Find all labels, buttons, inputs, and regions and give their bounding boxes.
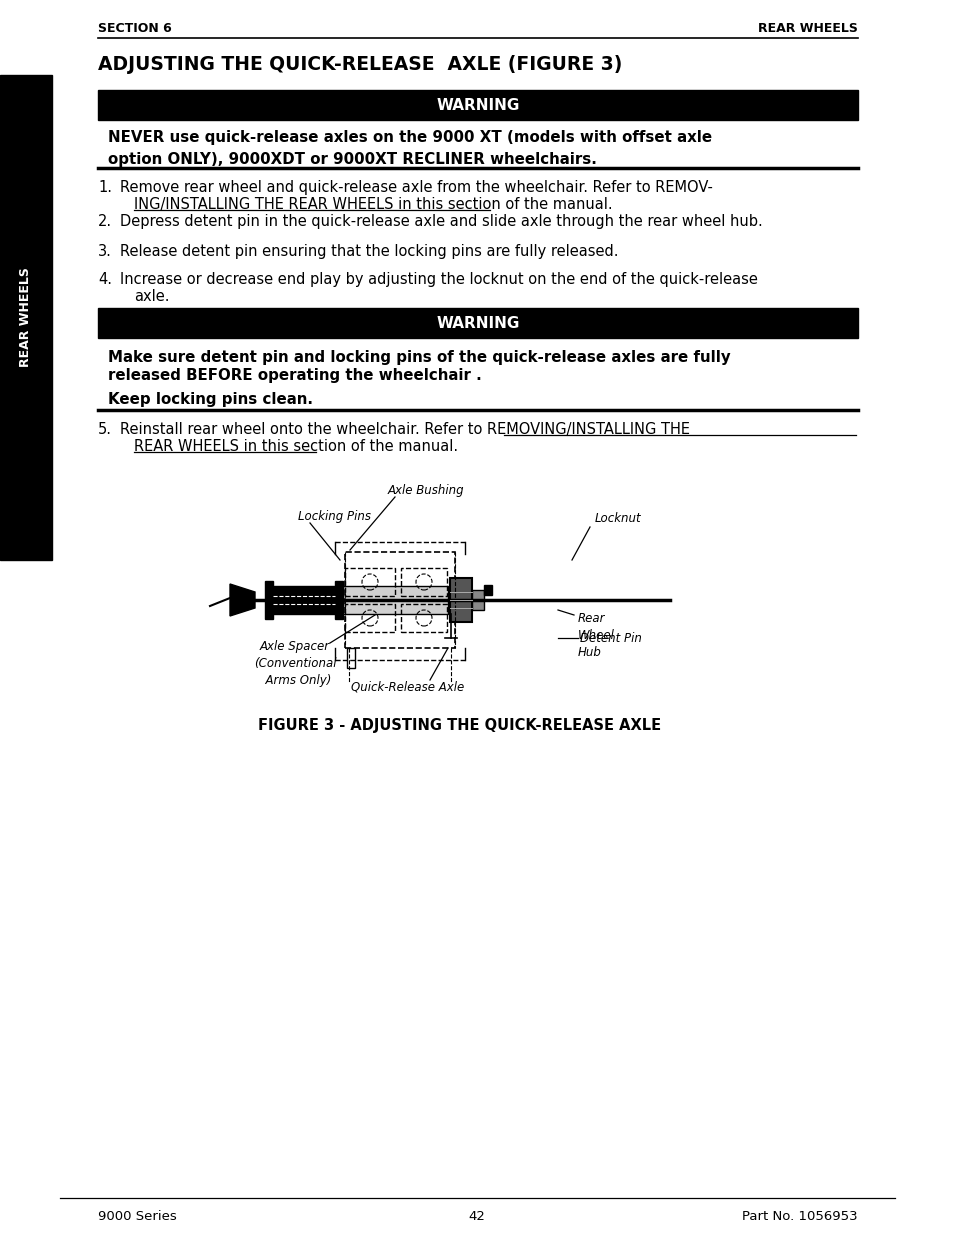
Text: Rear
Wheel
Hub: Rear Wheel Hub <box>578 613 615 659</box>
Text: ADJUSTING THE QUICK-RELEASE  AXLE (FIGURE 3): ADJUSTING THE QUICK-RELEASE AXLE (FIGURE… <box>98 56 621 74</box>
Text: Axle Spacer
(Conventional
  Arms Only): Axle Spacer (Conventional Arms Only) <box>253 640 335 687</box>
Bar <box>400 568 447 597</box>
Text: 42: 42 <box>468 1210 485 1223</box>
Text: Part No. 1056953: Part No. 1056953 <box>741 1210 857 1223</box>
Text: Detent Pin: Detent Pin <box>579 631 641 645</box>
Bar <box>335 580 343 619</box>
Text: Keep locking pins clean.: Keep locking pins clean. <box>108 391 313 408</box>
Text: REAR WHEELS: REAR WHEELS <box>19 268 32 368</box>
Text: Axle Bushing: Axle Bushing <box>388 484 464 496</box>
Bar <box>347 648 355 668</box>
Bar <box>472 590 483 610</box>
Text: SECTION 6: SECTION 6 <box>98 22 172 35</box>
Text: FIGURE 3 - ADJUSTING THE QUICK-RELEASE AXLE: FIGURE 3 - ADJUSTING THE QUICK-RELEASE A… <box>258 718 660 734</box>
Bar <box>345 552 455 648</box>
Text: 2.: 2. <box>98 214 112 228</box>
Bar <box>483 585 492 595</box>
Bar <box>0 75 52 559</box>
Text: Depress detent pin in the quick-release axle and slide axle through the rear whe: Depress detent pin in the quick-release … <box>120 214 762 228</box>
Text: released BEFORE operating the wheelchair .: released BEFORE operating the wheelchair… <box>108 368 481 383</box>
Text: axle.: axle. <box>133 289 170 304</box>
Bar <box>265 580 273 619</box>
Text: Make sure detent pin and locking pins of the quick-release axles are fully: Make sure detent pin and locking pins of… <box>108 350 730 366</box>
Text: 9000 Series: 9000 Series <box>98 1210 176 1223</box>
Bar <box>273 585 335 614</box>
Bar <box>98 308 857 338</box>
Text: 3.: 3. <box>98 245 112 259</box>
Text: Remove rear wheel and quick-release axle from the wheelchair. Refer to REMOV-: Remove rear wheel and quick-release axle… <box>120 180 712 195</box>
Text: REAR WHEELS in this section of the manual.: REAR WHEELS in this section of the manua… <box>133 438 457 454</box>
Bar <box>98 90 857 120</box>
Text: REAR WHEELS: REAR WHEELS <box>758 22 857 35</box>
Polygon shape <box>230 584 254 616</box>
Text: 1.: 1. <box>98 180 112 195</box>
Text: Increase or decrease end play by adjusting the locknut on the end of the quick-r: Increase or decrease end play by adjusti… <box>120 272 757 287</box>
Bar <box>450 578 472 622</box>
Text: 5.: 5. <box>98 422 112 437</box>
Text: NEVER use quick-release axles on the 9000 XT (models with offset axle
option ONL: NEVER use quick-release axles on the 900… <box>108 130 711 167</box>
Text: 4.: 4. <box>98 272 112 287</box>
Bar <box>345 568 395 597</box>
Text: WARNING: WARNING <box>436 315 519 331</box>
Text: WARNING: WARNING <box>436 98 519 112</box>
Bar <box>345 604 395 632</box>
Bar <box>400 604 447 632</box>
Text: ING/INSTALLING THE REAR WHEELS in this section of the manual.: ING/INSTALLING THE REAR WHEELS in this s… <box>133 198 612 212</box>
Text: Locking Pins: Locking Pins <box>297 510 371 522</box>
Text: Reinstall rear wheel onto the wheelchair. Refer to REMOVING/INSTALLING THE: Reinstall rear wheel onto the wheelchair… <box>120 422 689 437</box>
Text: Release detent pin ensuring that the locking pins are fully released.: Release detent pin ensuring that the loc… <box>120 245 618 259</box>
Bar <box>343 585 448 614</box>
Text: Quick-Release Axle: Quick-Release Axle <box>351 680 464 693</box>
Text: Locknut: Locknut <box>595 513 641 525</box>
